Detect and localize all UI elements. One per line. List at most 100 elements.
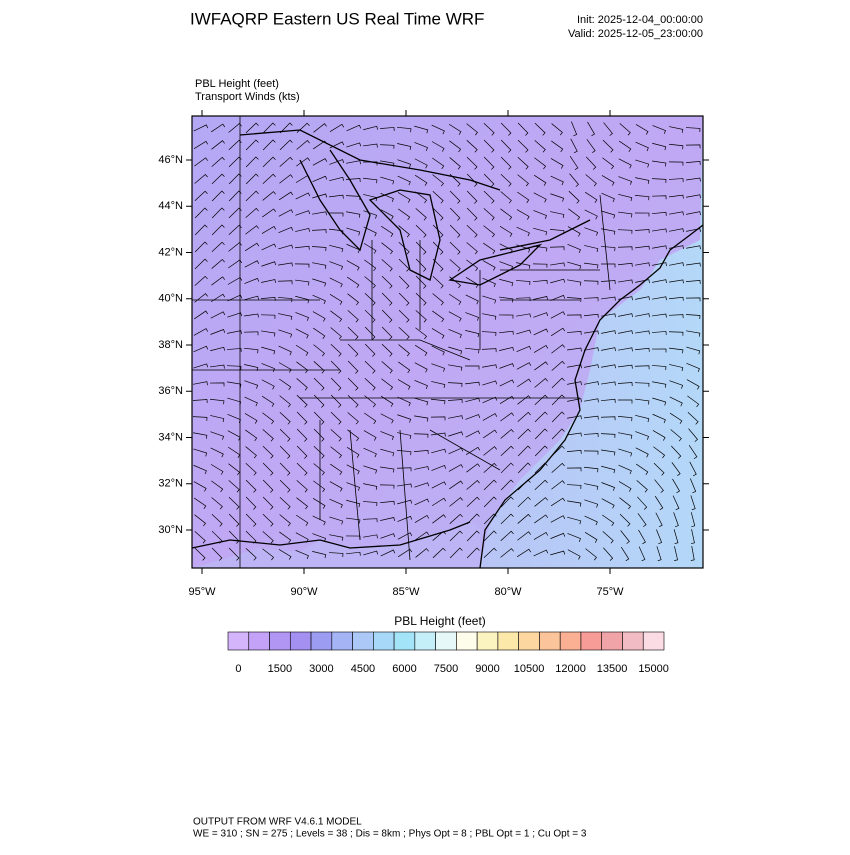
barb: [415, 548, 429, 558]
barb: [415, 208, 427, 221]
barb: [397, 192, 411, 203]
barb: [345, 178, 361, 183]
barb: [347, 377, 359, 391]
barb: [516, 244, 531, 253]
barb: [431, 124, 445, 135]
barb: [669, 347, 684, 354]
barb: [601, 498, 615, 509]
barb: [602, 514, 615, 527]
barb: [431, 398, 446, 405]
barb: [278, 191, 294, 201]
colorbar-box: [289, 631, 312, 651]
barb: [482, 396, 498, 404]
barb: [431, 465, 447, 471]
barb: [279, 479, 291, 493]
barb: [279, 122, 293, 134]
barb: [466, 530, 480, 542]
barb: [534, 462, 548, 474]
barb: [583, 450, 599, 455]
barb: [414, 466, 429, 471]
barb: [672, 495, 680, 511]
barb: [534, 514, 549, 524]
barb: [500, 548, 514, 558]
barb: [245, 207, 259, 218]
barb: [534, 140, 546, 153]
barb: [397, 532, 413, 540]
colorbar-label: 0: [235, 663, 241, 675]
barb: [210, 464, 224, 475]
barb: [313, 445, 325, 459]
colorbar-box: [310, 631, 333, 651]
barb: [533, 549, 549, 557]
barb: [330, 327, 342, 340]
barb: [567, 243, 581, 254]
barb: [465, 430, 481, 438]
barb: [689, 478, 697, 494]
barb: [209, 382, 225, 387]
barb: [397, 175, 411, 186]
barb: [550, 550, 566, 556]
barb: [415, 292, 427, 306]
barb: [551, 462, 565, 473]
barb: [431, 381, 446, 389]
barb: [635, 141, 649, 152]
barb: [583, 280, 599, 285]
barb: [262, 548, 275, 561]
barb: [226, 348, 242, 352]
barb: [466, 547, 480, 559]
barb: [193, 345, 209, 353]
barb: [685, 314, 701, 320]
barb: [483, 496, 497, 508]
barb: [517, 122, 529, 136]
barb: [211, 530, 223, 544]
barb: [656, 546, 662, 562]
barb: [500, 513, 514, 525]
barb: [363, 210, 378, 219]
barb: [330, 343, 342, 357]
barb: [583, 297, 599, 302]
barb: [364, 259, 377, 272]
barb: [210, 311, 226, 319]
barb: [228, 139, 242, 151]
barb: [619, 140, 632, 153]
barb: [397, 483, 412, 488]
barb: [347, 310, 359, 323]
barb: [634, 194, 650, 201]
barb: [380, 431, 394, 440]
barb: [346, 124, 362, 132]
barb: [364, 378, 376, 391]
barb: [244, 277, 260, 284]
barb: [483, 156, 495, 170]
barb: [347, 429, 360, 442]
barb: [686, 262, 701, 267]
barb: [635, 347, 650, 352]
barb: [449, 547, 463, 559]
barb: [262, 479, 274, 493]
colorbar: PBL Height (feet) 0 1500 3000 4500 6000 7500 9…: [227, 614, 669, 675]
barb: [329, 498, 343, 509]
barb: [279, 496, 291, 510]
barb: [584, 466, 599, 473]
colorbar-box: [622, 631, 644, 651]
barb: [313, 344, 325, 357]
barb: [245, 496, 257, 510]
barb: [296, 122, 310, 134]
barb: [651, 348, 667, 353]
barb: [686, 245, 701, 250]
barb: [415, 275, 427, 289]
barb: [534, 122, 546, 136]
barb: [585, 174, 597, 187]
barb: [686, 228, 701, 233]
barb: [567, 261, 582, 270]
barb: [346, 446, 360, 458]
barb: [483, 225, 495, 238]
barb: [551, 428, 565, 440]
barb: [685, 280, 701, 284]
barb: [499, 330, 514, 335]
barb: [414, 498, 430, 506]
barb: [397, 143, 412, 150]
barb: [500, 479, 514, 491]
barb: [396, 467, 412, 472]
barb: [600, 398, 616, 403]
barb: [329, 176, 344, 182]
